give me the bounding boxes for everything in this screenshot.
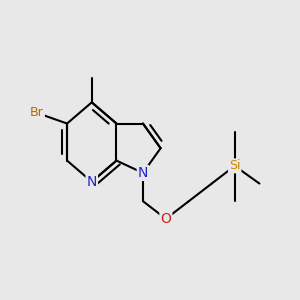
Text: N: N — [138, 166, 148, 180]
Text: O: O — [160, 212, 171, 226]
Text: N: N — [87, 175, 97, 189]
Text: Si: Si — [229, 159, 241, 172]
Text: Br: Br — [30, 106, 44, 119]
